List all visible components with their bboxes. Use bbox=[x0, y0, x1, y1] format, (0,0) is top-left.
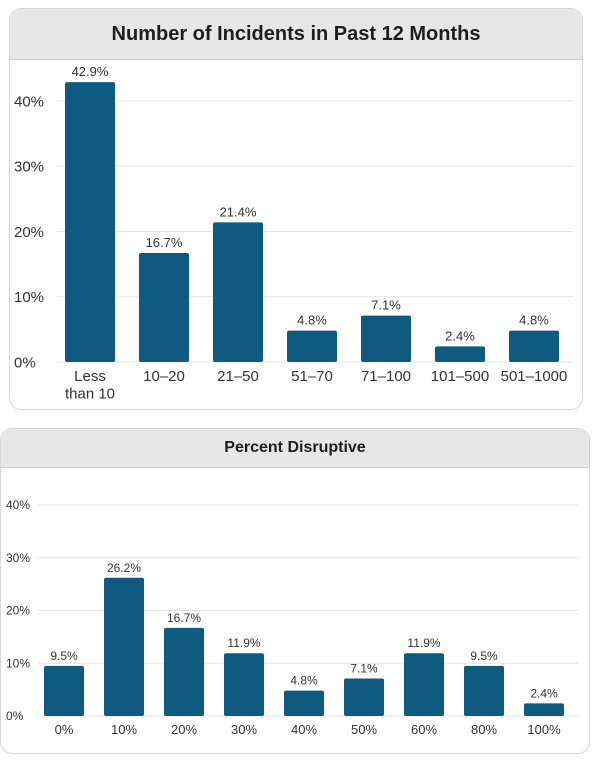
incidents-x-tick-label: 10–20 bbox=[143, 368, 185, 385]
disruptive-y-tick-label: 40% bbox=[6, 498, 30, 512]
disruptive-data-label: 9.5% bbox=[50, 649, 78, 663]
disruptive-x-tick-label: 100% bbox=[527, 722, 561, 737]
disruptive-chart-title: Percent Disruptive bbox=[1, 429, 589, 468]
incidents-x-tick-label: Less than 10 bbox=[65, 368, 115, 402]
incidents-data-label: 7.1% bbox=[371, 298, 401, 313]
incidents-data-label: 2.4% bbox=[445, 328, 475, 343]
disruptive-bar bbox=[284, 690, 324, 716]
incidents-bar bbox=[213, 222, 263, 362]
disruptive-data-label: 11.9% bbox=[227, 636, 260, 650]
disruptive-bar bbox=[44, 665, 84, 716]
incidents-bar bbox=[139, 253, 189, 362]
incidents-data-label: 16.7% bbox=[146, 235, 183, 250]
incidents-x-tick-label: 71–100 bbox=[361, 368, 411, 385]
disruptive-x-tick-label: 60% bbox=[411, 722, 437, 737]
incidents-bar bbox=[435, 346, 485, 362]
incidents-x-tick-label: 51–70 bbox=[291, 368, 333, 385]
disruptive-x-tick-label: 20% bbox=[171, 722, 197, 737]
incidents-bar bbox=[509, 330, 559, 362]
disruptive-x-tick-label: 10% bbox=[111, 722, 137, 737]
disruptive-labels: 9.5% 0% 26.2% 10% 16.7% 20% 11.9% 30% 4.8% 40% 7.1… bbox=[50, 561, 561, 737]
disruptive-bar bbox=[104, 577, 144, 716]
disruptive-y-tick-label: 10% bbox=[6, 656, 30, 670]
incidents-data-label: 4.8% bbox=[519, 313, 549, 328]
incidents-x-tick-label: 501–1000 bbox=[501, 368, 568, 385]
incidents-data-label: 42.9% bbox=[72, 64, 109, 79]
incidents-x-tick-label: 21–50 bbox=[217, 368, 259, 385]
incidents-x-tick-label: 101–500 bbox=[431, 368, 489, 385]
incidents-y-tick-label: 30% bbox=[14, 159, 44, 176]
incidents-y-tick-label: 40% bbox=[14, 93, 44, 110]
disruptive-data-label: 7.1% bbox=[350, 662, 378, 676]
disruptive-x-tick-label: 40% bbox=[291, 722, 317, 737]
incidents-bar bbox=[65, 82, 115, 362]
disruptive-data-label: 2.4% bbox=[530, 686, 558, 700]
incidents-bar bbox=[361, 315, 411, 362]
disruptive-x-tick-label: 80% bbox=[471, 722, 497, 737]
disruptive-data-label: 26.2% bbox=[107, 561, 141, 575]
disruptive-x-tick-label: 0% bbox=[55, 722, 74, 737]
incidents-chart-title: Number of Incidents in Past 12 Months bbox=[10, 9, 582, 60]
incidents-y-tick-label: 10% bbox=[14, 289, 44, 306]
incidents-bars bbox=[65, 82, 559, 362]
disruptive-data-label: 11.9% bbox=[407, 636, 440, 650]
disruptive-bar bbox=[344, 678, 384, 716]
incidents-bar bbox=[287, 330, 337, 362]
incidents-data-label: 21.4% bbox=[220, 204, 257, 219]
incidents-data-label: 4.8% bbox=[297, 313, 327, 328]
disruptive-data-label: 16.7% bbox=[167, 611, 201, 625]
disruptive-data-label: 9.5% bbox=[470, 649, 498, 663]
disruptive-y-axis: 0% 10% 20% 30% 40% bbox=[6, 498, 30, 723]
disruptive-y-tick-label: 20% bbox=[6, 604, 30, 618]
disruptive-bar bbox=[404, 653, 444, 716]
disruptive-data-label: 4.8% bbox=[290, 674, 318, 688]
incidents-bar-chart: 0% 10% 20% 30% 40% 42.9% Less than 10 16.7% 10–20… bbox=[14, 64, 573, 402]
disruptive-bar bbox=[524, 703, 564, 716]
incidents-y-axis: 0% 10% 20% 30% 40% bbox=[14, 93, 44, 371]
disruptive-bar bbox=[224, 653, 264, 716]
disruptive-y-tick-label: 30% bbox=[6, 551, 30, 565]
incidents-labels: 42.9% Less than 10 16.7% 10–20 21.4% 21–50 4.8%… bbox=[65, 64, 567, 402]
incidents-y-tick-label: 0% bbox=[14, 354, 36, 371]
disruptive-x-tick-label: 30% bbox=[231, 722, 257, 737]
disruptive-bars bbox=[44, 577, 564, 716]
incidents-y-tick-label: 20% bbox=[14, 224, 44, 241]
disruptive-x-tick-label: 50% bbox=[351, 722, 377, 737]
disruptive-bar bbox=[164, 627, 204, 716]
disruptive-bar bbox=[464, 665, 504, 716]
disruptive-y-tick-label: 0% bbox=[6, 709, 24, 723]
